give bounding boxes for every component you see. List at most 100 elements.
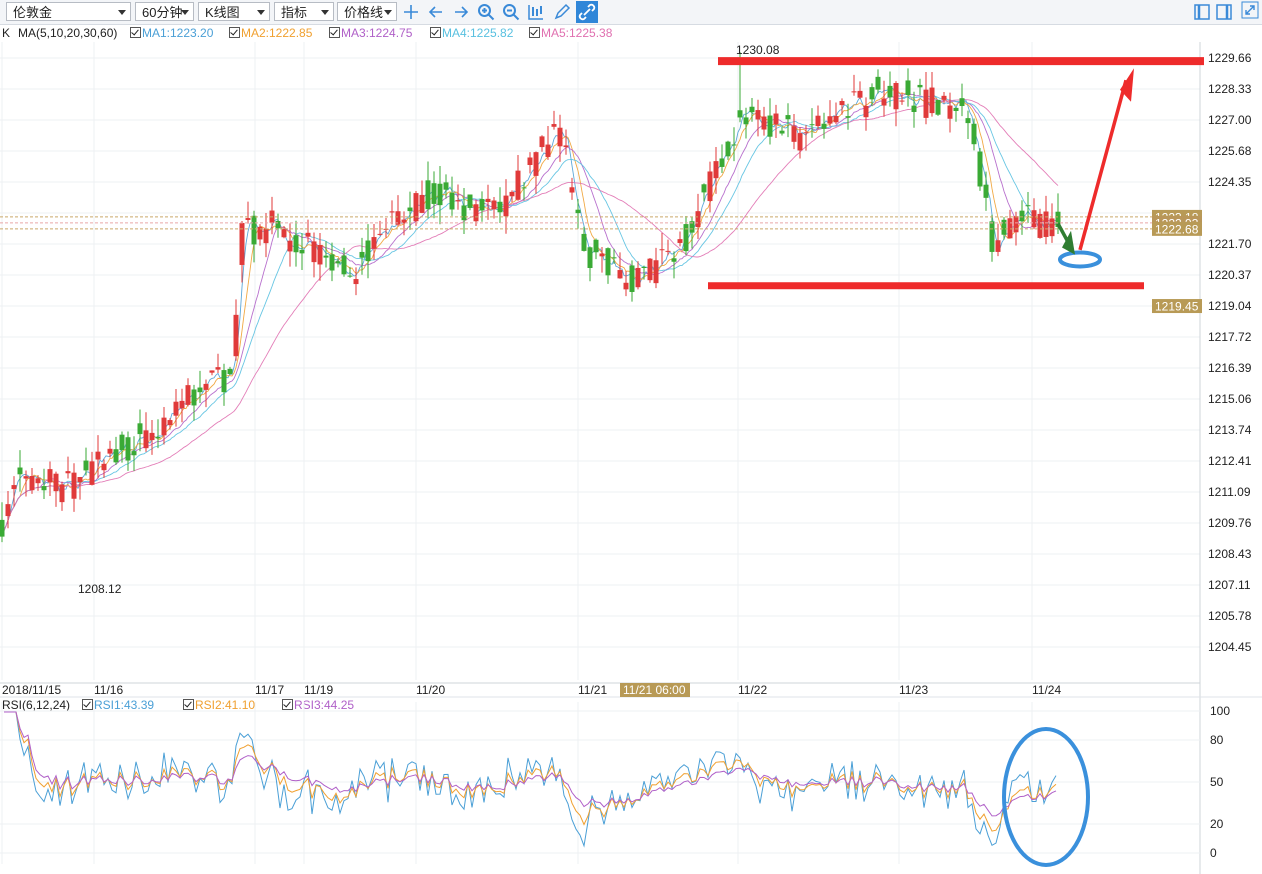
candle-body (701, 184, 707, 193)
candle-body (533, 152, 539, 176)
price-tick-label: 1207.11 (1208, 578, 1251, 592)
candle-body (215, 367, 221, 370)
chart-style-select[interactable]: K线图 (198, 2, 270, 21)
ma4-toggle[interactable]: MA4:1225.82 (430, 25, 513, 41)
candle-body (635, 267, 641, 288)
link-tool-button[interactable] (576, 1, 598, 23)
candle-body (389, 211, 395, 213)
candle-body (947, 105, 953, 119)
rsi2-toggle[interactable]: RSI2:41.10 (183, 697, 255, 713)
candle-body (41, 486, 47, 491)
fullscreen-icon[interactable] (1241, 1, 1259, 19)
zoom-in-icon[interactable] (477, 3, 495, 21)
candle-body (251, 215, 257, 245)
instrument-select[interactable]: 伦敦金 (6, 2, 131, 21)
candle-body (617, 270, 623, 279)
candle-body (893, 83, 899, 110)
rsi-tick-label: 80 (1210, 733, 1224, 747)
date-label: 11/17 (255, 683, 284, 697)
candle-body (359, 251, 365, 258)
price-tick-label: 1208.43 (1208, 547, 1252, 561)
candle-body (677, 239, 683, 243)
candle-body (689, 221, 695, 233)
layout-left-icon[interactable] (1193, 3, 1211, 21)
support-line (708, 282, 1144, 290)
candle-body (47, 469, 53, 483)
candle-body (725, 141, 731, 157)
instrument-label: 伦敦金 (13, 5, 53, 20)
indicator-select[interactable]: 指标 (274, 2, 334, 21)
candle-body (839, 101, 845, 106)
candle-body (71, 472, 77, 499)
candle-body (719, 158, 725, 167)
price-tick-label: 1225.68 (1208, 144, 1252, 158)
ma3-toggle[interactable]: MA3:1224.75 (329, 25, 412, 41)
date-label: 2018/11/15 (2, 683, 61, 697)
candle-body (875, 76, 881, 90)
ma1-toggle[interactable]: MA1:1223.20 (130, 25, 213, 41)
date-label: 11/23 (899, 683, 928, 697)
price-tag-label: 1219.45 (1155, 300, 1199, 314)
candle-body (629, 265, 635, 292)
arrow-right-icon[interactable] (452, 3, 470, 21)
candle-body (929, 87, 935, 114)
candle-body (641, 266, 647, 268)
candle-body (527, 157, 533, 165)
candle-body (959, 98, 965, 107)
candle-body (887, 85, 893, 98)
candle-body (143, 430, 149, 449)
price-tick-label: 1217.72 (1208, 330, 1252, 344)
candle-body (563, 145, 569, 148)
layout-right-icon[interactable] (1215, 3, 1233, 21)
rsi3-toggle[interactable]: RSI3:44.25 (282, 697, 354, 713)
rsi-tick-label: 0 (1210, 846, 1217, 860)
candle-body (437, 183, 443, 206)
candle-body (815, 115, 821, 127)
date-label: 11/24 (1032, 683, 1061, 697)
price-tick-label: 1224.35 (1208, 175, 1252, 189)
draw-pen-icon[interactable] (553, 3, 571, 21)
chevron-down-icon (181, 10, 189, 15)
candle-body (233, 314, 239, 357)
down-arrow-head (1062, 230, 1075, 255)
price-tick-label: 1228.33 (1208, 82, 1252, 96)
candle-body (293, 235, 299, 253)
checkbox-icon (329, 27, 340, 38)
candle-body (575, 209, 581, 214)
date-highlight-label: 11/21 06:00 (623, 683, 686, 697)
candle-body (113, 449, 119, 463)
candle-body (869, 87, 875, 100)
ma2-toggle[interactable]: MA2:1222.85 (229, 25, 312, 41)
indicator-label: 指标 (281, 5, 308, 20)
candle-body (983, 184, 989, 198)
crosshair-icon[interactable] (402, 3, 420, 21)
candle-settings-icon[interactable] (527, 3, 545, 21)
checkbox-icon (529, 27, 540, 38)
ma-legend-prefix: K (2, 26, 11, 40)
candle-body (305, 232, 311, 237)
rsi1-toggle[interactable]: RSI1:43.39 (82, 697, 154, 713)
candle-body (311, 241, 317, 263)
candle-body (683, 224, 689, 252)
candle-body (581, 233, 587, 251)
link-icon (578, 3, 596, 21)
candle-body (857, 90, 863, 98)
ma5-toggle[interactable]: MA5:1225.38 (529, 25, 612, 41)
candle-body (749, 106, 755, 113)
price-line-select[interactable]: 价格线 (337, 2, 397, 21)
candle-body (785, 115, 791, 120)
candle-body (593, 239, 599, 253)
ma2-line (1, 89, 1059, 537)
ma5-line (1, 99, 1059, 537)
candle-body (659, 249, 665, 251)
price-tick-label: 1220.37 (1208, 268, 1252, 282)
rsi3-label: RSI3:44.25 (294, 698, 355, 712)
price-tick-label: 1209.76 (1208, 516, 1252, 530)
arrow-left-icon[interactable] (427, 3, 445, 21)
period-select[interactable]: 60分钟 (135, 2, 194, 21)
zoom-out-icon[interactable] (502, 3, 520, 21)
candle-body (89, 461, 95, 485)
candle-body (149, 432, 155, 441)
candle-body (353, 279, 359, 285)
